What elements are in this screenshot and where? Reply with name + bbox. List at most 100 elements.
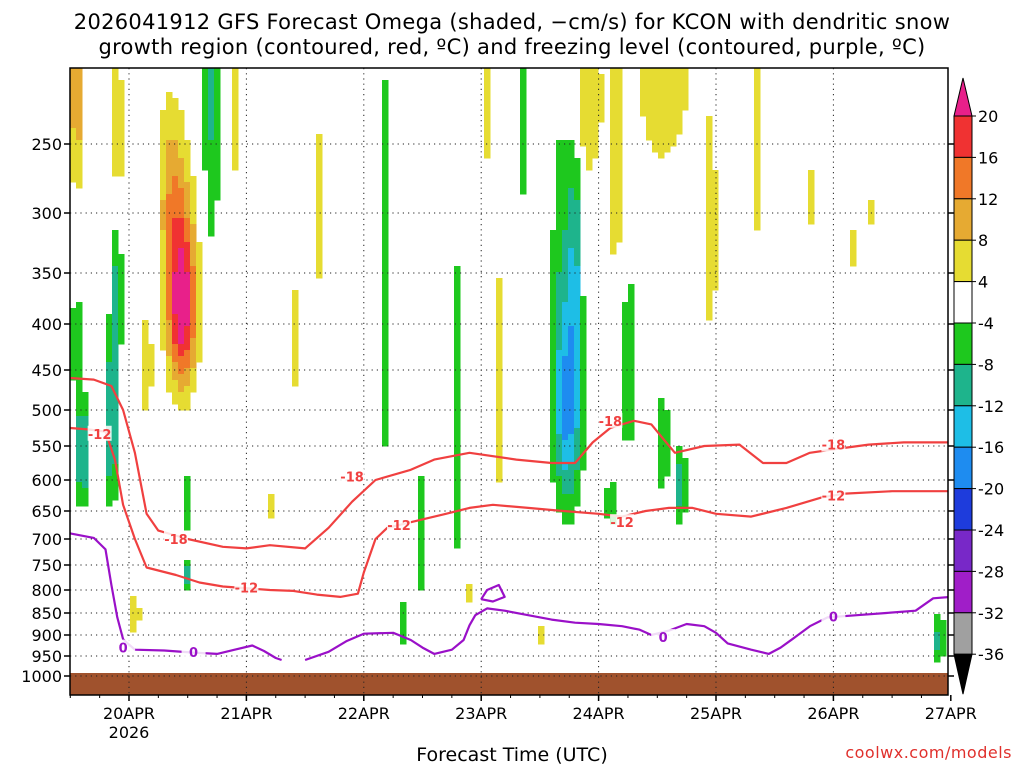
omega-cell xyxy=(382,332,389,339)
omega-cell xyxy=(610,134,617,141)
omega-cell xyxy=(316,182,323,189)
omega-cell xyxy=(382,392,389,399)
omega-cell xyxy=(574,248,581,255)
omega-cell xyxy=(214,194,221,201)
omega-cell xyxy=(70,134,77,141)
omega-cell xyxy=(184,578,191,585)
omega-cell xyxy=(112,386,119,393)
omega-cell xyxy=(610,230,617,237)
omega-cell xyxy=(190,284,197,291)
omega-cell xyxy=(184,302,191,309)
omega-cell xyxy=(166,122,173,129)
omega-cell xyxy=(574,164,581,171)
omega-cell xyxy=(568,404,575,411)
omega-cell xyxy=(754,170,761,177)
omega-cell xyxy=(556,386,563,393)
omega-cell xyxy=(580,308,587,315)
omega-cell xyxy=(118,326,125,333)
omega-cell xyxy=(754,116,761,123)
omega-cell xyxy=(754,140,761,147)
omega-cell xyxy=(184,152,191,159)
omega-cell xyxy=(562,296,569,303)
omega-cell xyxy=(574,464,581,471)
omega-cell xyxy=(706,176,713,183)
omega-cell xyxy=(484,146,491,153)
omega-cell xyxy=(640,98,647,105)
omega-cell xyxy=(676,116,683,123)
omega-cell xyxy=(646,110,653,117)
omega-cell xyxy=(580,434,587,441)
omega-cell xyxy=(562,140,569,147)
omega-cell xyxy=(622,338,629,345)
omega-cell xyxy=(106,488,113,495)
omega-cell xyxy=(556,218,563,225)
omega-cell xyxy=(454,344,461,351)
omega-cell xyxy=(76,116,83,123)
omega-cell xyxy=(202,146,209,153)
omega-cell xyxy=(382,398,389,405)
omega-cell xyxy=(622,308,629,315)
omega-cell xyxy=(82,494,89,501)
omega-cell xyxy=(382,434,389,441)
omega-cell xyxy=(556,374,563,381)
omega-cell xyxy=(754,110,761,117)
omega-cell xyxy=(562,428,569,435)
omega-cell xyxy=(400,638,407,645)
omega-cell xyxy=(160,248,167,255)
omega-cell xyxy=(70,86,77,93)
omega-cell xyxy=(592,116,599,123)
omega-cell xyxy=(574,236,581,243)
omega-cell xyxy=(178,242,185,249)
omega-cell xyxy=(454,506,461,513)
colorbar-label: 8 xyxy=(978,231,988,250)
omega-cell xyxy=(676,92,683,99)
omega-cell xyxy=(178,164,185,171)
omega-cell xyxy=(118,296,125,303)
omega-cell xyxy=(184,200,191,207)
omega-cell xyxy=(400,608,407,615)
omega-cell xyxy=(574,332,581,339)
omega-cell xyxy=(706,236,713,243)
omega-cell xyxy=(118,164,125,171)
omega-cell xyxy=(178,188,185,195)
omega-cell xyxy=(112,302,119,309)
omega-cell xyxy=(562,446,569,453)
omega-cell xyxy=(184,566,191,573)
omega-cell xyxy=(658,80,665,87)
omega-cell xyxy=(622,410,629,417)
omega-cell xyxy=(562,350,569,357)
omega-cell xyxy=(712,254,719,261)
omega-cell xyxy=(178,170,185,177)
omega-cell xyxy=(574,176,581,183)
omega-cell xyxy=(706,260,713,267)
omega-cell xyxy=(706,230,713,237)
omega-cell xyxy=(850,242,857,249)
omega-cell xyxy=(178,110,185,117)
omega-cell xyxy=(652,80,659,87)
omega-cell xyxy=(640,92,647,99)
omega-cell xyxy=(172,158,179,165)
colorbar-bin xyxy=(953,570,973,614)
omega-cell xyxy=(178,320,185,327)
omega-cell xyxy=(580,122,587,129)
omega-cell xyxy=(190,314,197,321)
omega-cell xyxy=(76,164,83,171)
omega-cell xyxy=(562,266,569,273)
omega-cell xyxy=(652,128,659,135)
omega-cell xyxy=(568,416,575,423)
omega-cell xyxy=(568,410,575,417)
omega-cell xyxy=(628,422,635,429)
omega-cell xyxy=(232,116,239,123)
omega-cell xyxy=(580,446,587,453)
omega-cell xyxy=(496,320,503,327)
site-credit[interactable]: coolwx.com/models xyxy=(845,743,1012,762)
omega-cell xyxy=(550,362,557,369)
omega-cell xyxy=(562,476,569,483)
omega-cell xyxy=(610,92,617,99)
omega-cell xyxy=(556,164,563,171)
omega-cell xyxy=(184,518,191,525)
omega-cell xyxy=(454,302,461,309)
omega-cell xyxy=(622,428,629,435)
dgz-minus18-contour-label: -18 xyxy=(164,533,188,548)
omega-cell xyxy=(676,98,683,105)
